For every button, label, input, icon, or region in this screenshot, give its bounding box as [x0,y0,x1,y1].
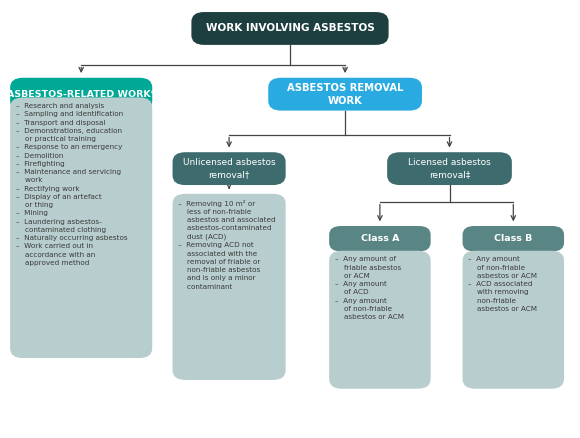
FancyBboxPatch shape [10,98,152,358]
Text: –  Any amount of
    friable asbestos
    or ACM
–  Any amount
    of ACD
–  Any: – Any amount of friable asbestos or ACM … [335,257,404,320]
FancyBboxPatch shape [329,251,430,389]
Text: Class A: Class A [361,234,399,243]
FancyBboxPatch shape [387,152,512,185]
Text: Unlicensed asbestos
removal†: Unlicensed asbestos removal† [183,159,276,179]
FancyBboxPatch shape [463,226,564,251]
FancyBboxPatch shape [10,78,152,110]
Text: –  Research and analysis
–  Sampling and Identification
–  Transport and disposa: – Research and analysis – Sampling and I… [16,103,128,266]
FancyBboxPatch shape [329,226,430,251]
Text: –  Any amount
    of non-friable
    asbestos or ACM
–  ACD associated
    with : – Any amount of non-friable asbestos or … [469,257,537,312]
FancyBboxPatch shape [463,251,564,389]
Text: Licensed asbestos
removal‡: Licensed asbestos removal‡ [408,159,491,179]
Text: Class B: Class B [494,234,532,243]
FancyBboxPatch shape [173,152,285,185]
Text: ASBESTOS REMOVAL
WORK: ASBESTOS REMOVAL WORK [287,83,403,106]
Text: WORK INVOLVING ASBESTOS: WORK INVOLVING ASBESTOS [206,24,374,33]
Text: ASBESTOS-RELATED WORK*: ASBESTOS-RELATED WORK* [7,90,155,99]
Text: –  Removing 10 m² or
    less of non-friable
    asbestos and associated
    asb: – Removing 10 m² or less of non-friable … [179,200,276,290]
FancyBboxPatch shape [191,12,389,45]
FancyBboxPatch shape [173,194,285,380]
FancyBboxPatch shape [268,78,422,110]
